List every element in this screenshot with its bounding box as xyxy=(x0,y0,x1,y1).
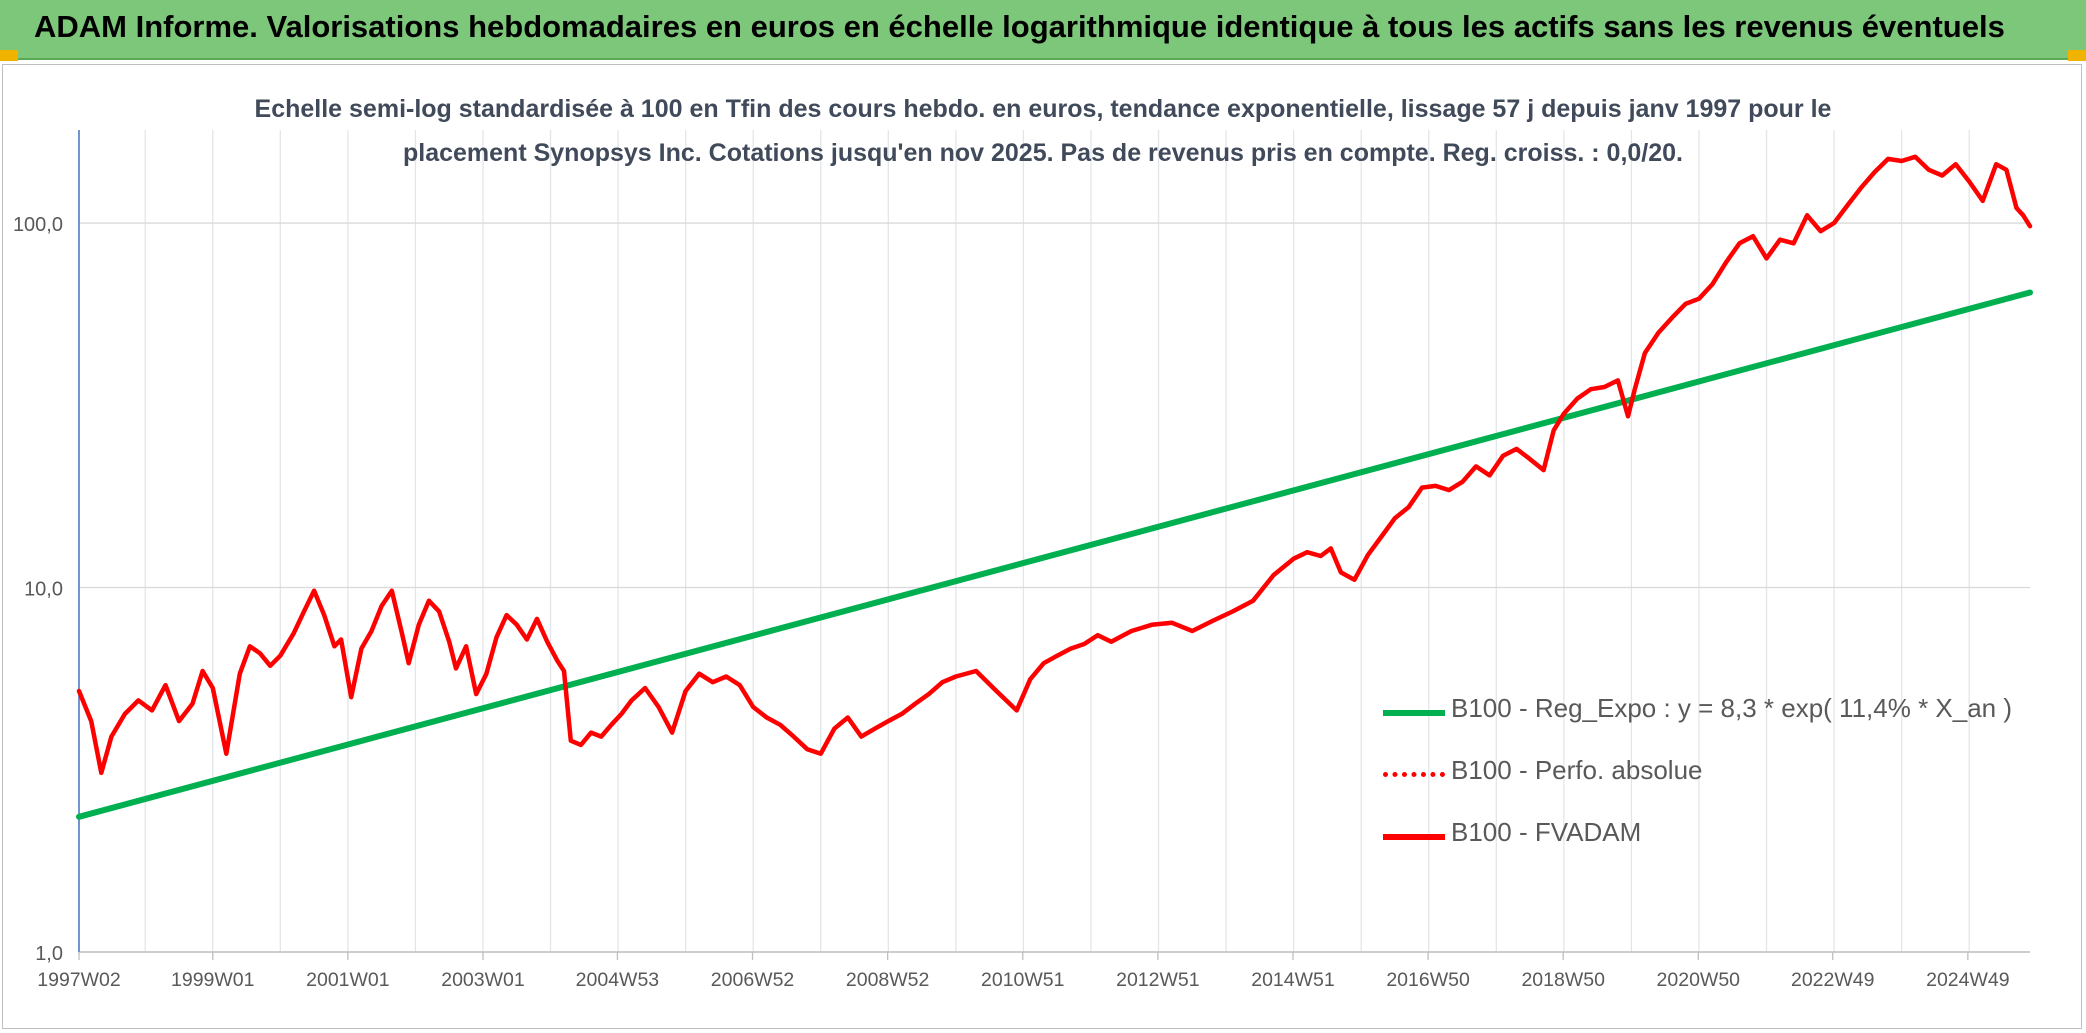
x-tick-label: 2008W52 xyxy=(846,969,929,991)
chart-title: Echelle semi-log standardisée à 100 en T… xyxy=(254,95,1832,167)
legend-label-fvadam: B100 - FVADAM xyxy=(1451,817,1642,847)
x-tick-label: 1999W01 xyxy=(171,969,254,991)
chart-area: 1,0 10,0 100,0 1997W02 1999W01 2001W01 2003W01… xyxy=(2,64,2082,1029)
legend-swatch-fvadam xyxy=(1383,834,1445,840)
x-tick-label: 2020W50 xyxy=(1657,969,1741,991)
corner-accent-left xyxy=(0,50,18,61)
legend-swatch-perfo xyxy=(1383,772,1445,777)
legend-label-regression: B100 - Reg_Expo : y = 8,3 * exp( 11,4% *… xyxy=(1451,693,2013,723)
x-tick-label: 2024W49 xyxy=(1926,969,2009,991)
x-tick-label: 2001W01 xyxy=(306,969,389,991)
x-tick-label: 2012W51 xyxy=(1116,969,1199,991)
x-tick-label: 2004W53 xyxy=(576,969,659,991)
legend-swatch-regression xyxy=(1383,710,1445,716)
y-tick-label: 1,0 xyxy=(35,943,63,965)
report-title: ADAM Informe. Valorisations hebdomadaire… xyxy=(34,9,2005,44)
x-tick-label: 1997W02 xyxy=(37,969,120,991)
y-tick-label: 100,0 xyxy=(13,214,63,236)
series-line-regression xyxy=(76,289,2033,820)
report-banner: ADAM Informe. Valorisations hebdomadaire… xyxy=(0,0,2086,60)
x-tick-label: 2016W50 xyxy=(1386,969,1470,991)
x-tick-label: 2018W50 xyxy=(1521,969,1605,991)
x-tick-label: 2014W51 xyxy=(1251,969,1334,991)
y-tick-label: 10,0 xyxy=(24,579,63,601)
x-tick-label: 2003W01 xyxy=(441,969,524,991)
series-line-fvadam xyxy=(76,154,2033,776)
corner-accent-right xyxy=(2068,50,2086,61)
legend-label-perfo: B100 - Perfo. absolue xyxy=(1451,755,1703,785)
x-tick-label: 2022W49 xyxy=(1791,969,1874,991)
x-tick-label: 2006W52 xyxy=(711,969,794,991)
chart-plot: 1,0 10,0 100,0 1997W02 1999W01 2001W01 2003W01… xyxy=(13,130,2033,991)
x-tick-label: 2010W51 xyxy=(981,969,1064,991)
